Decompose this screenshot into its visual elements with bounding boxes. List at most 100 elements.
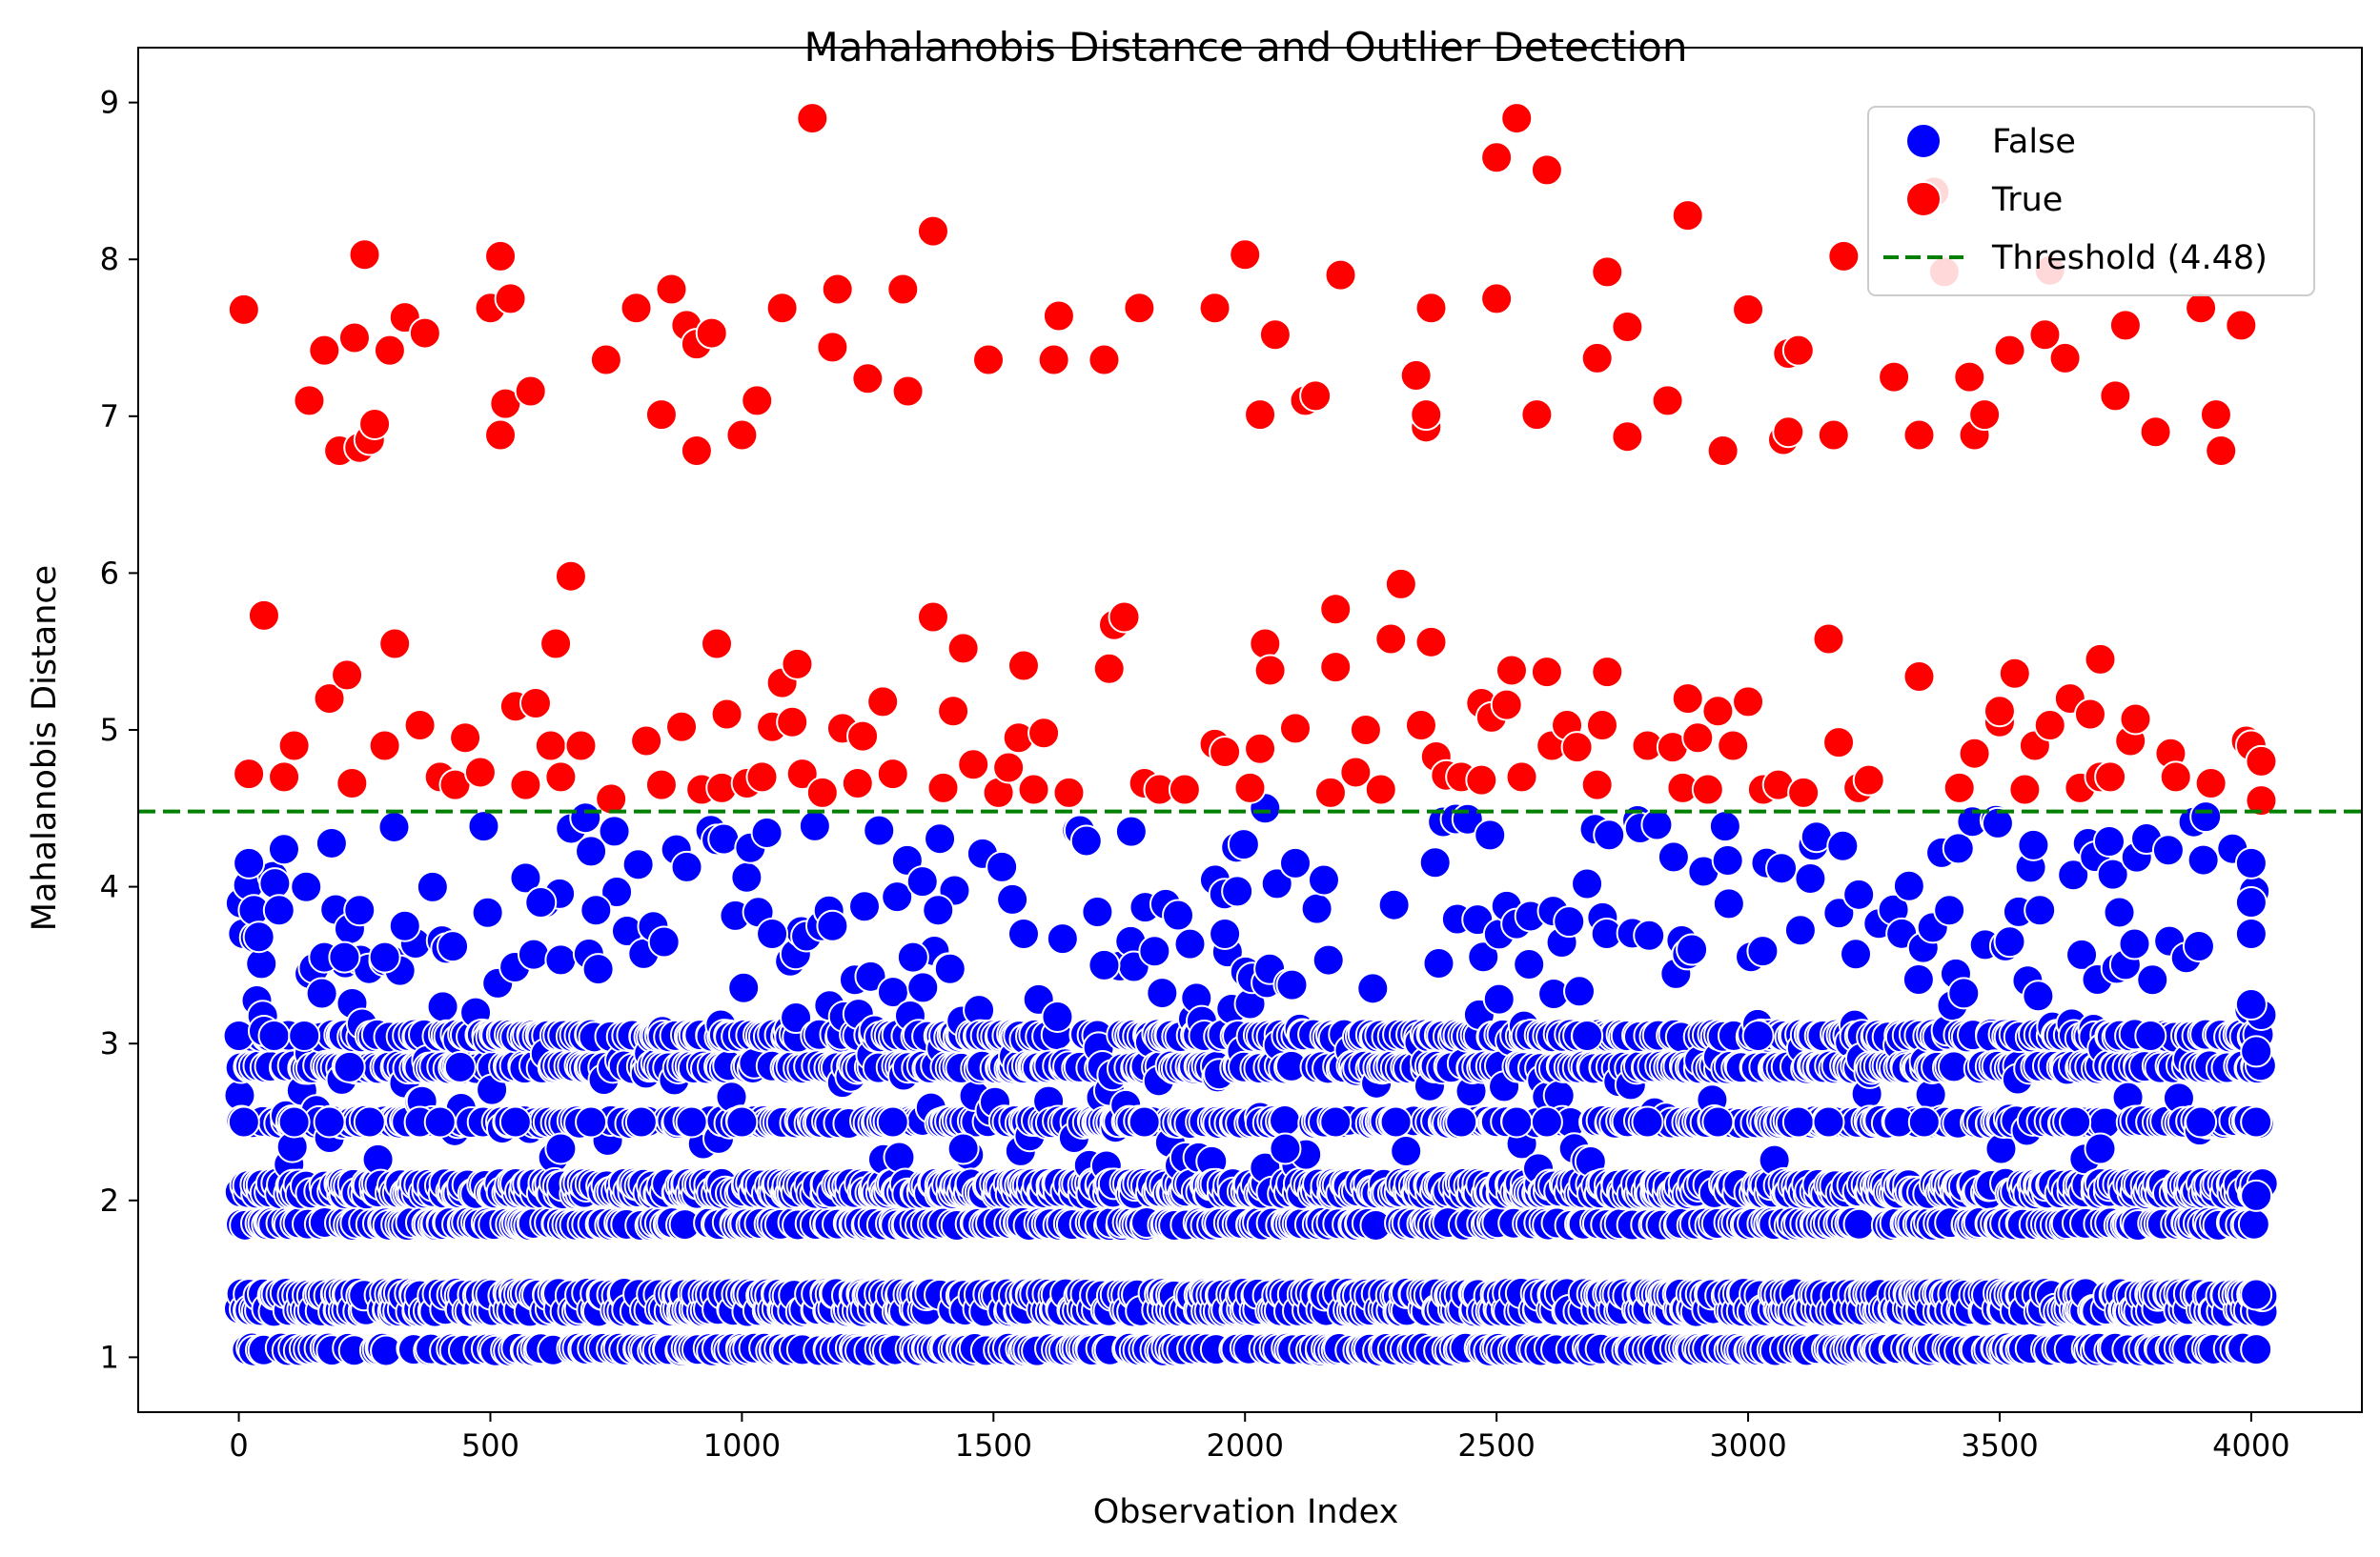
false-point bbox=[257, 1019, 291, 1052]
true-point bbox=[1364, 773, 1397, 806]
true-point bbox=[227, 293, 260, 326]
false-point bbox=[1275, 968, 1309, 1001]
false-point bbox=[905, 865, 939, 899]
true-point bbox=[2099, 379, 2132, 413]
true-point bbox=[378, 627, 412, 660]
false-point bbox=[1377, 888, 1411, 921]
false-point bbox=[467, 810, 500, 843]
y-tick-label: 5 bbox=[100, 712, 119, 748]
false-point bbox=[443, 1050, 477, 1083]
true-point bbox=[494, 282, 527, 315]
legend-label: True bbox=[1991, 181, 2063, 219]
true-point bbox=[1324, 258, 1357, 292]
true-point bbox=[1088, 343, 1121, 376]
true-point bbox=[972, 343, 1006, 376]
false-point bbox=[2134, 1019, 2167, 1052]
false-point bbox=[1279, 846, 1312, 880]
false-point bbox=[2092, 825, 2126, 859]
false-point bbox=[1088, 948, 1121, 981]
false-point bbox=[1571, 867, 1604, 900]
x-tick-label: 4000 bbox=[2212, 1427, 2289, 1464]
false-point bbox=[581, 953, 615, 986]
true-point bbox=[957, 748, 990, 781]
false-point bbox=[2185, 1105, 2218, 1139]
false-point bbox=[544, 943, 578, 977]
true-point bbox=[1651, 384, 1684, 417]
true-point bbox=[1319, 593, 1353, 626]
false-point bbox=[1676, 933, 1709, 966]
true-point bbox=[1732, 293, 1765, 326]
false-point bbox=[847, 890, 881, 923]
false-point bbox=[517, 938, 550, 971]
false-point bbox=[343, 894, 376, 927]
false-point bbox=[816, 909, 849, 942]
true-point bbox=[519, 687, 552, 720]
true-point bbox=[1480, 141, 1514, 174]
y-tick-label: 8 bbox=[100, 241, 119, 277]
false-point bbox=[1563, 975, 1597, 1008]
true-point bbox=[695, 316, 728, 350]
false-point bbox=[1842, 1207, 1876, 1241]
true-point bbox=[514, 374, 547, 408]
false-point bbox=[498, 1105, 532, 1139]
false-point bbox=[423, 1105, 457, 1139]
true-point bbox=[1404, 709, 1437, 742]
legend: False True Threshold (4.48) bbox=[1867, 106, 2315, 296]
true-point bbox=[1209, 736, 1242, 769]
true-point bbox=[1410, 398, 1443, 432]
true-point bbox=[816, 331, 849, 364]
y-tick-label: 1 bbox=[100, 1339, 119, 1375]
true-point bbox=[1233, 771, 1267, 804]
true-point bbox=[1585, 709, 1618, 742]
true-point bbox=[1465, 763, 1498, 797]
false-point bbox=[1947, 977, 1981, 1010]
true-point bbox=[233, 758, 266, 791]
false-point bbox=[333, 1050, 366, 1083]
true-point bbox=[620, 292, 653, 325]
false-point bbox=[1422, 947, 1455, 981]
true-point bbox=[1037, 343, 1070, 376]
true-point bbox=[2225, 309, 2258, 342]
true-point bbox=[373, 334, 406, 367]
false-point bbox=[2022, 980, 2055, 1013]
true-point bbox=[655, 273, 688, 306]
true-point bbox=[1591, 656, 1624, 689]
true-point bbox=[1958, 737, 1991, 770]
true-point bbox=[916, 214, 949, 248]
true-point bbox=[1530, 153, 1563, 187]
false-point bbox=[1069, 824, 1103, 858]
true-point bbox=[776, 705, 809, 738]
false-point bbox=[1741, 1019, 1775, 1052]
true-point bbox=[851, 362, 885, 395]
true-point bbox=[2245, 744, 2278, 778]
false-point bbox=[2187, 843, 2220, 877]
true-point bbox=[1520, 398, 1554, 432]
false-point bbox=[1826, 829, 1860, 862]
true-point bbox=[1505, 760, 1538, 794]
true-point bbox=[1530, 656, 1563, 689]
true-point bbox=[886, 273, 920, 306]
true-point bbox=[463, 756, 497, 789]
false-point bbox=[2189, 800, 2223, 834]
false-point bbox=[575, 1105, 608, 1139]
true-point bbox=[765, 292, 799, 325]
false-point bbox=[750, 817, 783, 850]
true-point bbox=[1414, 625, 1448, 658]
false-point bbox=[1300, 892, 1333, 925]
true-point bbox=[2073, 698, 2106, 731]
false-point bbox=[1319, 1105, 1353, 1139]
y-tick-label: 2 bbox=[100, 1183, 119, 1219]
true-point bbox=[1560, 731, 1594, 764]
false-point bbox=[524, 886, 558, 920]
false-point bbox=[1114, 815, 1148, 848]
x-tick-label: 3500 bbox=[1961, 1427, 2038, 1464]
legend-label: Threshold (4.48) bbox=[1991, 239, 2268, 277]
false-point bbox=[242, 920, 275, 954]
true-point bbox=[1611, 310, 1644, 343]
true-point bbox=[348, 238, 381, 272]
false-point bbox=[388, 909, 421, 942]
false-point bbox=[906, 971, 940, 1004]
true-point bbox=[1414, 292, 1448, 325]
false-point bbox=[509, 861, 542, 895]
